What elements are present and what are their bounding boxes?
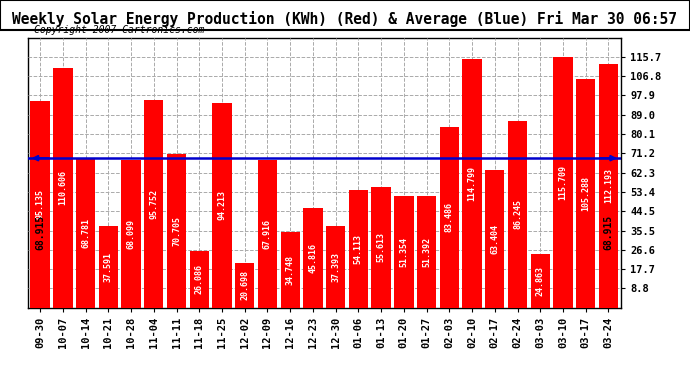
Bar — [462, 59, 482, 308]
Text: 105.288: 105.288 — [581, 176, 590, 211]
Bar — [599, 64, 618, 308]
Text: 68.781: 68.781 — [81, 218, 90, 248]
Bar — [508, 121, 527, 308]
Bar — [281, 232, 300, 308]
Text: 20.698: 20.698 — [240, 270, 249, 300]
Text: 95.135: 95.135 — [36, 189, 45, 219]
Bar — [394, 196, 413, 308]
Bar — [144, 100, 164, 308]
Bar — [76, 159, 95, 308]
Text: 94.213: 94.213 — [217, 190, 226, 220]
Text: 68.099: 68.099 — [126, 219, 135, 249]
Bar — [167, 154, 186, 308]
Text: 70.705: 70.705 — [172, 216, 181, 246]
Text: 51.392: 51.392 — [422, 237, 431, 267]
Bar — [440, 127, 459, 308]
Text: 54.113: 54.113 — [354, 234, 363, 264]
Text: Copyright 2007 Cartronics.com: Copyright 2007 Cartronics.com — [34, 25, 204, 35]
Bar — [348, 190, 368, 308]
Text: 86.245: 86.245 — [513, 199, 522, 229]
Bar — [121, 160, 141, 308]
Bar — [258, 160, 277, 308]
Text: 115.709: 115.709 — [558, 165, 567, 200]
Bar — [30, 101, 50, 308]
Text: Weekly Solar Energy Production (KWh) (Red) & Average (Blue) Fri Mar 30 06:57: Weekly Solar Energy Production (KWh) (Re… — [12, 11, 678, 27]
Bar — [485, 170, 504, 308]
Bar — [190, 251, 209, 308]
Text: 37.591: 37.591 — [104, 252, 112, 282]
Text: 68.915: 68.915 — [604, 215, 613, 250]
Bar — [99, 226, 118, 308]
Text: 24.863: 24.863 — [536, 266, 545, 296]
Bar — [53, 68, 72, 308]
Text: 112.193: 112.193 — [604, 168, 613, 204]
Text: 83.486: 83.486 — [445, 202, 454, 232]
Bar — [417, 196, 436, 308]
Text: 37.393: 37.393 — [331, 252, 340, 282]
Bar — [235, 262, 255, 308]
Text: 67.916: 67.916 — [263, 219, 272, 249]
Text: 26.086: 26.086 — [195, 264, 204, 294]
Bar — [371, 187, 391, 308]
Bar — [531, 254, 550, 308]
Text: 110.606: 110.606 — [59, 170, 68, 205]
Text: 68.915: 68.915 — [35, 215, 45, 250]
Text: 114.799: 114.799 — [468, 166, 477, 201]
Bar — [576, 80, 595, 308]
Text: 95.752: 95.752 — [149, 189, 158, 219]
Bar — [326, 226, 345, 308]
Bar — [213, 104, 232, 308]
Text: 55.613: 55.613 — [377, 232, 386, 262]
Text: 51.354: 51.354 — [400, 237, 408, 267]
Bar — [304, 208, 323, 308]
Text: 45.816: 45.816 — [308, 243, 317, 273]
Text: 34.748: 34.748 — [286, 255, 295, 285]
Bar — [553, 57, 573, 308]
Text: 63.404: 63.404 — [491, 224, 500, 254]
